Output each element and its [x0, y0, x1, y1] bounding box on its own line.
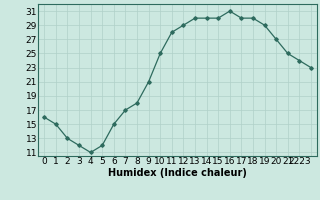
X-axis label: Humidex (Indice chaleur): Humidex (Indice chaleur): [108, 168, 247, 178]
